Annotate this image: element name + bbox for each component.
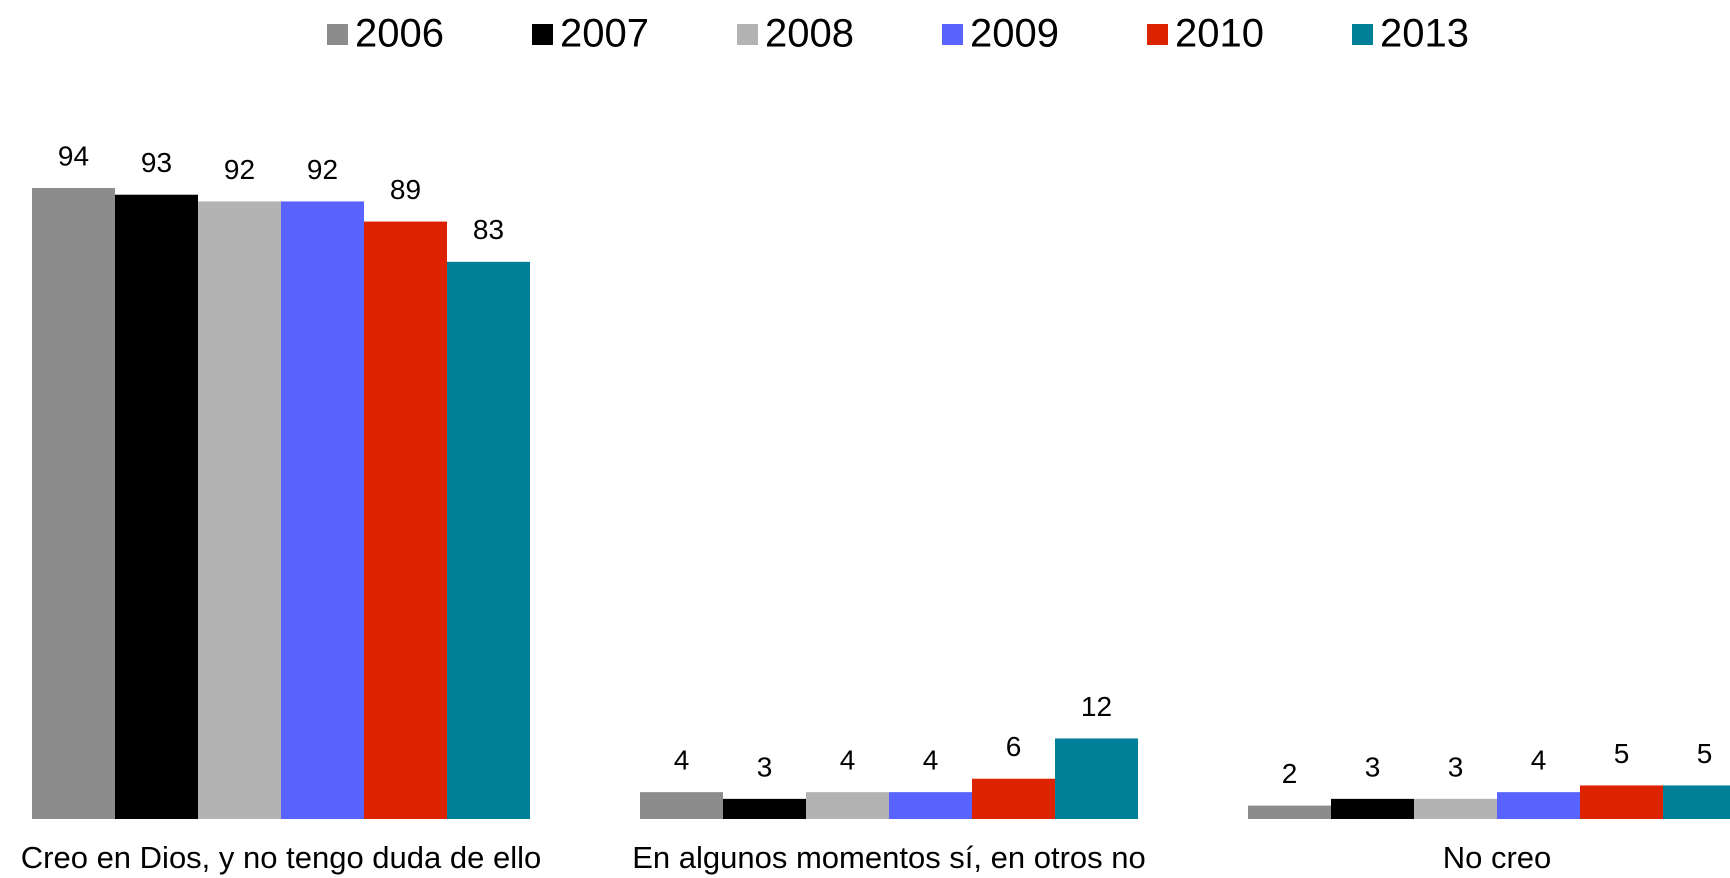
- data-label: 12: [1081, 691, 1112, 722]
- data-label: 4: [840, 745, 856, 776]
- bar: [1331, 798, 1414, 819]
- data-label: 83: [473, 214, 504, 245]
- legend-swatch: [1147, 24, 1168, 45]
- legend-label: 2013: [1380, 12, 1469, 56]
- bar: [1497, 792, 1580, 819]
- bar: [640, 792, 723, 819]
- bar: [115, 194, 198, 819]
- legend-swatch: [942, 24, 963, 45]
- data-label: 3: [757, 751, 773, 782]
- bar: [723, 798, 806, 819]
- bar: [972, 778, 1055, 819]
- legend-swatch: [1352, 24, 1373, 45]
- data-label: 4: [923, 745, 939, 776]
- bar: [364, 221, 447, 819]
- bar: [1248, 805, 1331, 819]
- legend-swatch: [532, 24, 553, 45]
- data-label: 4: [674, 745, 690, 776]
- category-label: No creo: [1443, 840, 1552, 875]
- bar: [889, 792, 972, 819]
- legend-label: 2006: [355, 12, 444, 56]
- data-label: 94: [58, 140, 89, 171]
- data-label: 92: [307, 154, 338, 185]
- bar: [1663, 785, 1730, 819]
- data-label: 5: [1697, 738, 1713, 769]
- legend-label: 2008: [765, 12, 854, 56]
- data-label: 2: [1282, 758, 1298, 789]
- data-label: 6: [1006, 731, 1022, 762]
- bar: [281, 201, 364, 819]
- legend-label: 2007: [560, 12, 649, 56]
- bar: [32, 188, 115, 819]
- data-label: 93: [141, 147, 172, 178]
- bar: [1055, 738, 1138, 819]
- legend-label: 2010: [1175, 12, 1264, 56]
- data-label: 4: [1531, 745, 1547, 776]
- category-label: En algunos momentos sí, en otros no: [632, 840, 1146, 875]
- data-label: 3: [1365, 751, 1381, 782]
- data-label: 3: [1448, 751, 1464, 782]
- data-label: 92: [224, 154, 255, 185]
- legend-label: 2009: [970, 12, 1059, 56]
- bar: [447, 261, 530, 819]
- bar: [198, 201, 281, 819]
- category-label: Creo en Dios, y no tengo duda de ello: [21, 840, 541, 875]
- legend-swatch: [737, 24, 758, 45]
- bar: [806, 792, 889, 819]
- data-label: 89: [390, 174, 421, 205]
- legend-swatch: [327, 24, 348, 45]
- bar: [1580, 785, 1663, 819]
- data-label: 5: [1614, 738, 1630, 769]
- bar: [1414, 798, 1497, 819]
